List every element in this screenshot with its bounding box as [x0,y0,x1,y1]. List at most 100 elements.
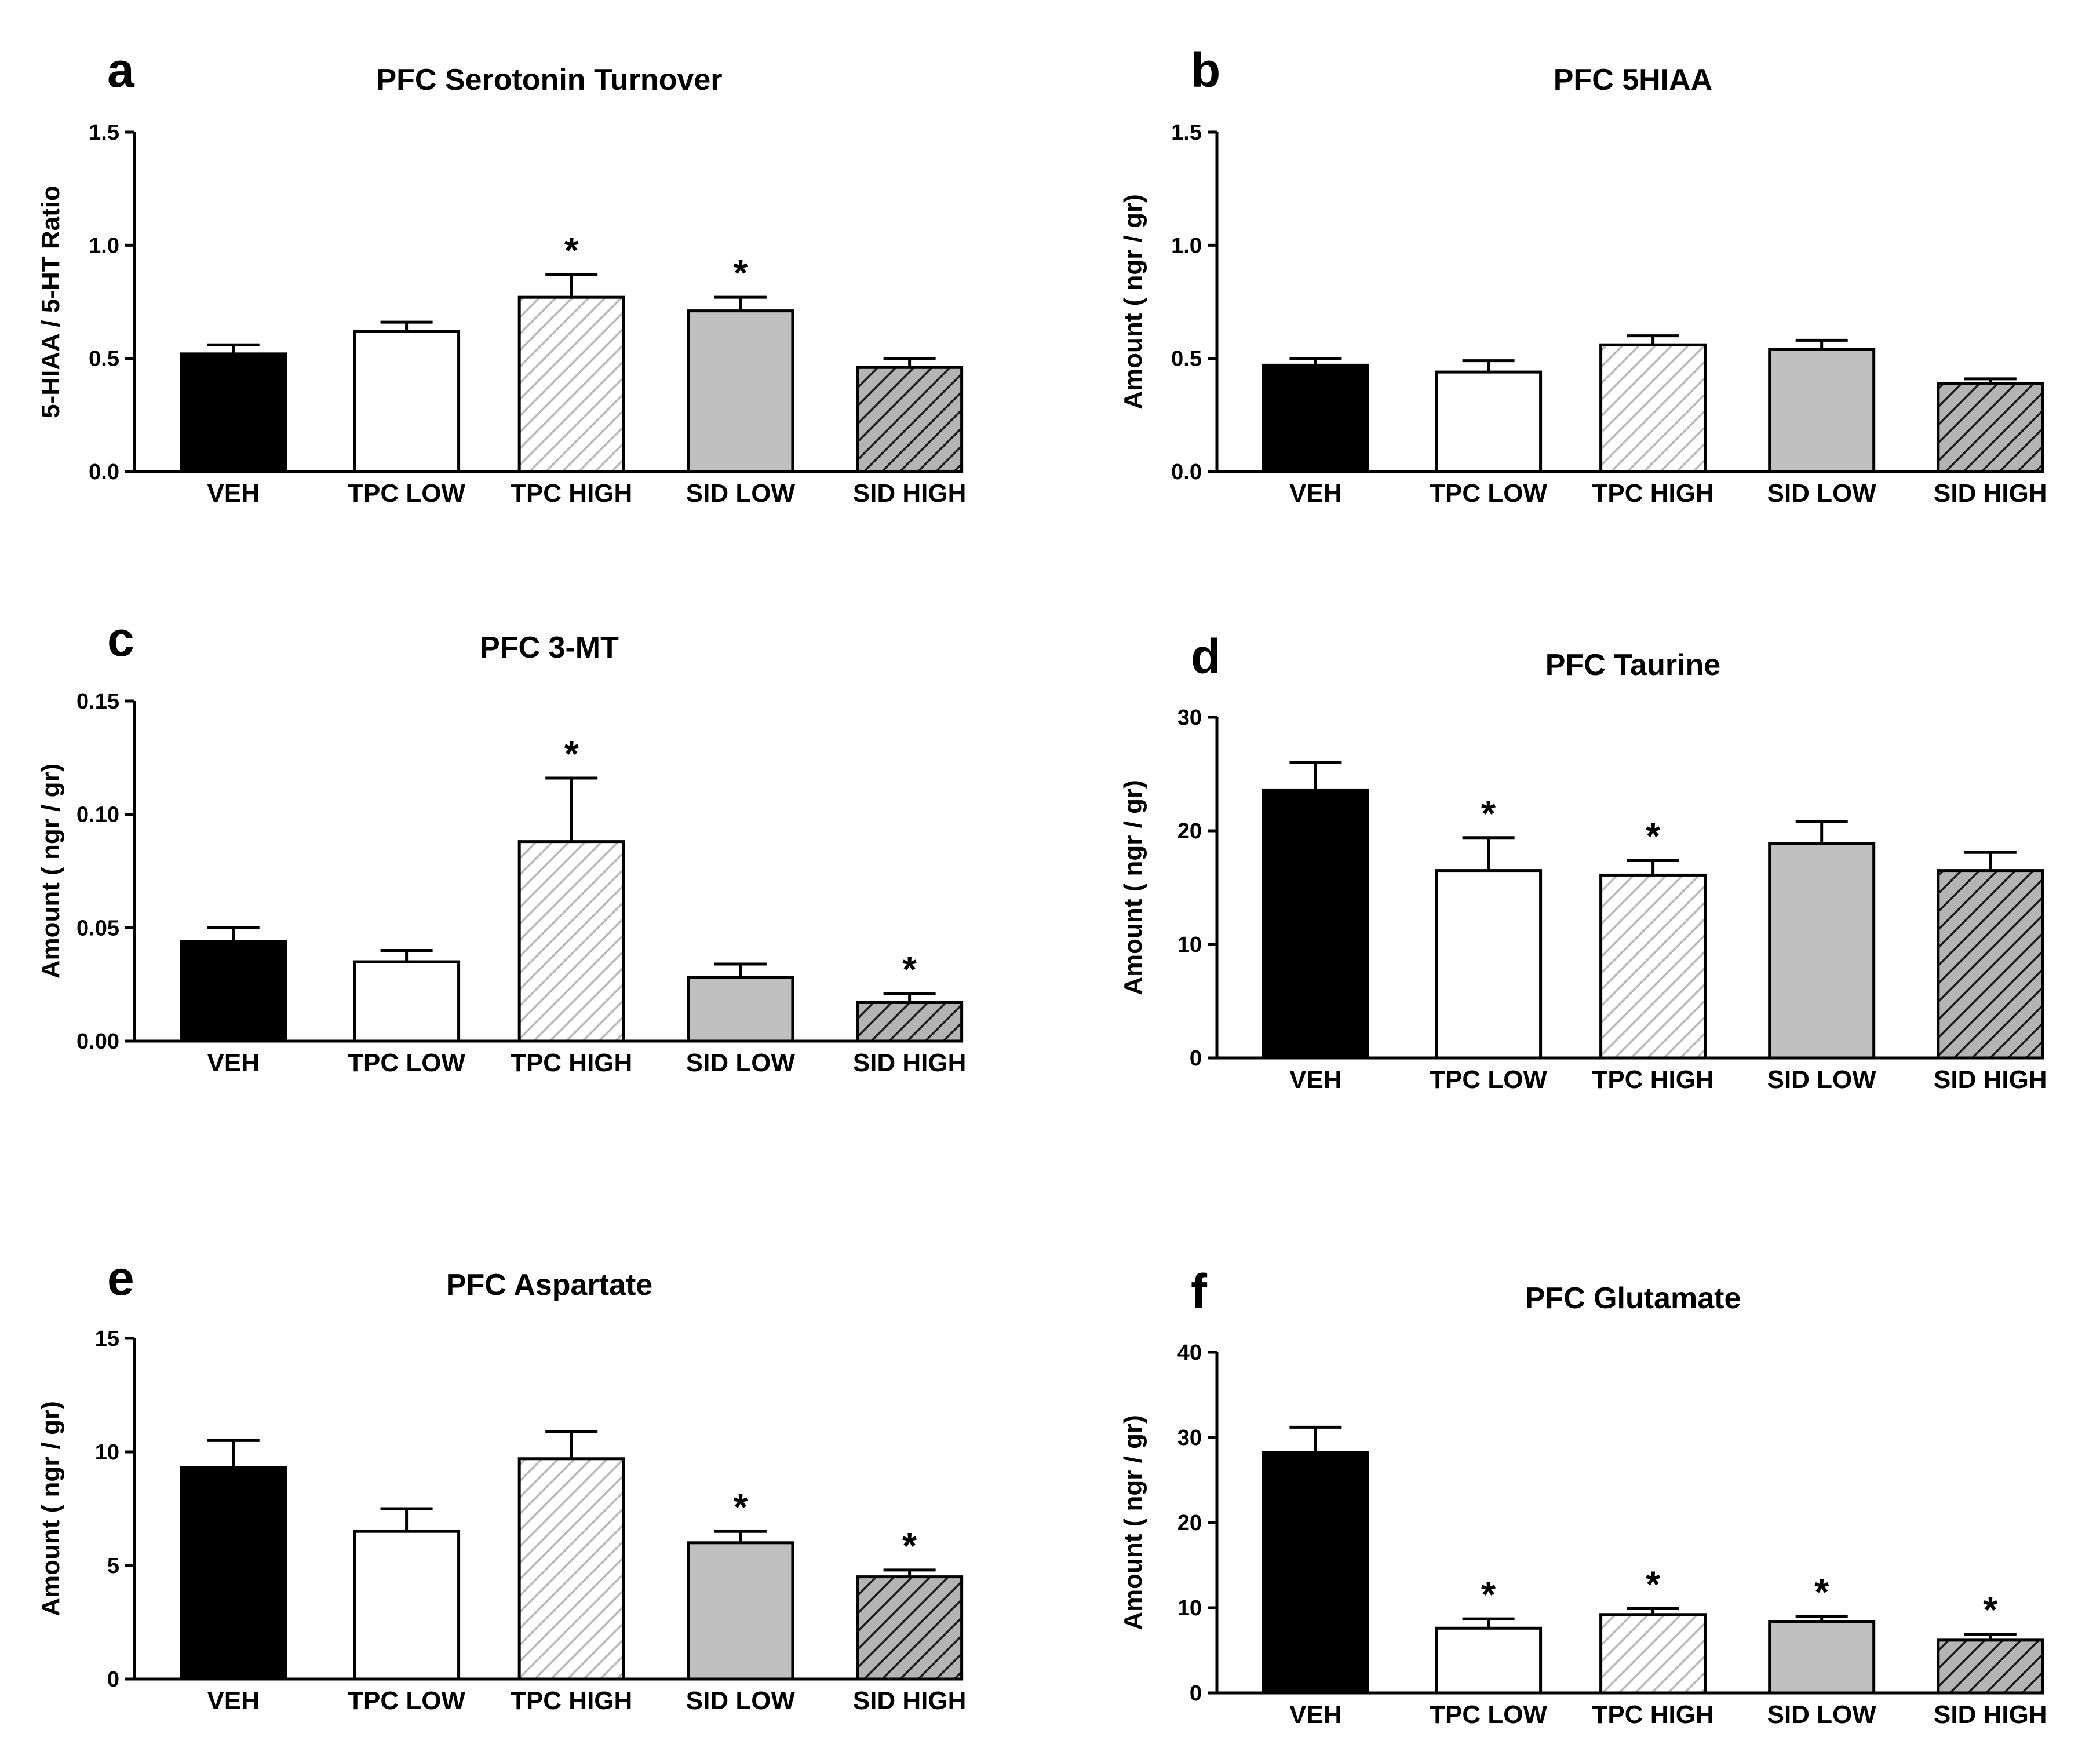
chart-title: PFC Aspartate [446,1268,652,1302]
x-tick-label: SID HIGH [853,479,967,508]
y-tick-label: 10 [1177,1596,1202,1620]
x-tick-label: VEH [1289,1065,1341,1094]
bar-tpc-high [517,840,625,1043]
bar-sid-high [856,366,964,473]
bar-veh [180,352,287,473]
bar-sid-low [1768,1620,1876,1695]
bar-tpc-high [517,1457,625,1681]
y-tick-label: 20 [1177,819,1202,844]
bar-sid-low [687,976,794,1043]
chart-panel-f: f PFC Glutamate VEH * TPC LOW * TPC HIGH * SID L… [1119,1264,2047,1729]
panel-letter: d [1191,629,1220,684]
chart-title: PFC 5HIAA [1554,63,1712,97]
chart-title: PFC Taurine [1545,648,1720,682]
bar-veh [1262,788,1369,1060]
x-tick-label: SID LOW [1767,479,1877,508]
x-tick-label: SID HIGH [1934,1065,2047,1094]
chart-title: PFC 3-MT [480,631,619,665]
bar-veh [1262,363,1369,473]
y-tick-label: 0.15 [76,689,119,714]
y-tick-label: 0 [107,1667,119,1692]
y-tick-label: 15 [95,1327,119,1351]
x-tick-label: TPC HIGH [1592,1065,1713,1094]
bar-sid-high [856,1575,964,1681]
x-tick-label: SID LOW [1767,1065,1877,1094]
bar-veh [180,1466,287,1681]
y-tick-label: 1.5 [1171,121,1202,145]
chart-title: PFC Glutamate [1525,1282,1741,1315]
x-tick-label: SID LOW [1767,1700,1877,1729]
y-tick-label: 0 [1190,1046,1202,1071]
significance-marker: * [564,229,579,271]
x-tick-label: TPC LOW [348,479,465,508]
y-tick-label: 30 [1177,706,1202,730]
y-tick-label: 10 [1177,933,1202,957]
chart-panel-d: d PFC Taurine VEH * TPC LOW * TPC HIGH SID LOW S… [1119,629,2047,1094]
bar-sid-low [1768,842,1876,1060]
significance-marker: * [902,1525,917,1567]
chart-panel-a: a PFC Serotonin Turnover VEH TPC LOW * TPC HI… [37,43,966,508]
significance-marker: * [902,948,917,990]
panel-letter: a [107,43,135,97]
x-tick-label: SID HIGH [1934,479,2047,508]
bar-tpc-high [1599,1613,1707,1695]
bar-veh [1262,1451,1369,1695]
y-tick-label: 1.0 [1171,233,1202,258]
y-axis-title: Amount ( ngr / gr) [1119,780,1147,995]
y-tick-label: 1.0 [89,233,119,258]
y-tick-label: 1.5 [89,121,119,145]
y-tick-label: 0.05 [76,916,119,940]
significance-marker: * [1814,1571,1829,1613]
chart-panel-c: c PFC 3-MT VEH TPC LOW * TPC HIGH SID LOW * SID … [37,612,966,1077]
bar-sid-high [1937,869,2044,1060]
bar-tpc-low [353,960,461,1043]
y-tick-label: 0.5 [1171,347,1202,371]
bar-veh [180,940,287,1043]
x-tick-label: TPC LOW [348,1687,465,1715]
y-tick-label: 0.0 [1171,460,1202,484]
significance-marker: * [1646,815,1660,857]
bar-tpc-low [1435,1626,1543,1695]
bar-tpc-low [353,330,461,473]
x-tick-label: SID HIGH [853,1687,967,1715]
x-tick-label: TPC LOW [1430,1700,1547,1729]
y-axis-title: Amount ( ngr / gr) [1119,1415,1147,1630]
x-tick-label: SID HIGH [1934,1700,2047,1729]
bar-sid-high [856,1001,964,1043]
bar-tpc-low [1435,370,1543,473]
x-tick-label: TPC HIGH [1592,479,1713,508]
chart-panel-b: b PFC 5HIAA VEH TPC LOW TPC HIGH SID LOW SID H… [1119,43,2047,508]
bar-sid-low [1768,348,1876,473]
bar-tpc-low [1435,869,1543,1060]
bar-tpc-high [517,295,625,473]
significance-marker: * [1481,1574,1496,1615]
x-tick-label: TPC HIGH [1592,1700,1713,1729]
y-tick-label: 5 [107,1554,119,1578]
y-tick-label: 0.00 [76,1030,119,1054]
x-tick-label: VEH [1289,1700,1341,1729]
panel-letter: f [1191,1264,1208,1319]
bar-tpc-low [353,1530,461,1681]
x-tick-label: TPC HIGH [511,1687,632,1715]
y-tick-label: 0.5 [89,347,119,371]
y-tick-label: 0.0 [89,460,119,484]
x-tick-label: TPC LOW [348,1049,465,1077]
x-tick-label: VEH [207,1687,260,1715]
x-tick-label: SID LOW [686,1687,796,1715]
x-tick-label: TPC HIGH [511,479,632,508]
y-axis-title: Amount ( ngr / gr) [37,1401,65,1616]
x-tick-label: TPC LOW [1430,479,1547,508]
bar-tpc-high [1599,873,1707,1060]
bar-sid-high [1937,1638,2044,1695]
x-tick-label: VEH [1289,479,1341,508]
significance-marker: * [733,1486,748,1528]
chart-title: PFC Serotonin Turnover [376,63,722,97]
x-tick-label: VEH [207,1049,260,1077]
panel-letter: b [1191,43,1220,97]
panel-letter: e [107,1251,134,1305]
y-axis-title: Amount ( ngr / gr) [1119,194,1147,410]
panel-letter: c [107,612,134,666]
y-tick-label: 10 [95,1440,119,1465]
bar-sid-low [687,309,794,473]
